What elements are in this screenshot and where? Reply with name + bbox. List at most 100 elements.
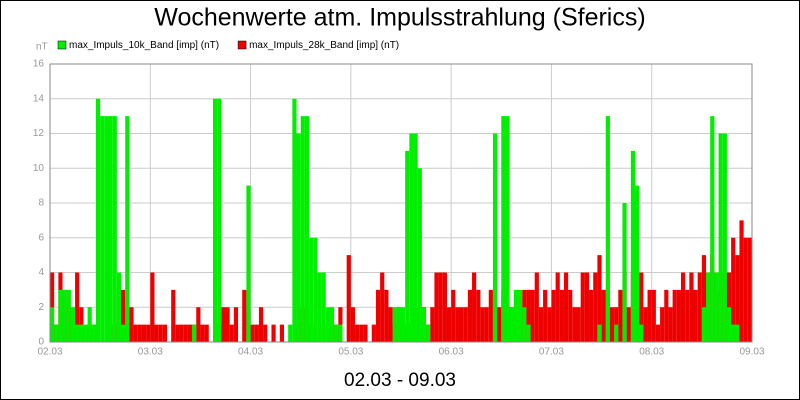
bar — [192, 324, 197, 342]
bar — [743, 237, 748, 342]
bar — [346, 255, 351, 342]
bar — [375, 289, 381, 342]
bar — [718, 133, 723, 342]
bar — [121, 289, 126, 342]
x-tick-label: 09.03 — [739, 347, 764, 358]
bar — [522, 307, 527, 342]
bar — [735, 255, 740, 342]
bar — [121, 324, 126, 342]
bar — [492, 133, 498, 342]
bar — [300, 116, 305, 342]
bar — [484, 307, 489, 342]
bar — [196, 307, 201, 342]
y-tick-label: 6 — [38, 232, 44, 243]
bar — [405, 150, 410, 342]
bar — [62, 289, 67, 342]
bar — [676, 289, 681, 342]
legend: max_Impuls_10k_Band [imp] (nT) max_Impuls… — [57, 40, 399, 51]
bar — [563, 272, 569, 342]
bar — [480, 307, 485, 342]
bar — [618, 289, 623, 342]
bar — [614, 324, 619, 342]
bar — [626, 307, 631, 342]
x-tick-label: 07.03 — [539, 347, 564, 358]
plot-border — [49, 63, 753, 343]
bar — [559, 289, 564, 342]
x-tick-label: 04.03 — [238, 347, 263, 358]
bar — [680, 272, 686, 342]
bar — [141, 324, 147, 342]
bar — [701, 307, 707, 342]
bar — [129, 307, 134, 342]
x-tick-label: 03.03 — [138, 347, 163, 358]
bar — [639, 272, 644, 342]
bar — [313, 237, 318, 342]
bar — [513, 289, 518, 342]
bar — [75, 272, 80, 342]
bar — [221, 307, 226, 342]
bar — [664, 289, 669, 342]
bar — [225, 307, 230, 342]
bar — [576, 307, 581, 342]
bar — [467, 289, 473, 342]
bar — [543, 289, 548, 342]
bar — [731, 324, 736, 342]
bar — [538, 307, 544, 342]
bar — [430, 307, 435, 342]
bar — [70, 307, 76, 342]
bar — [635, 185, 640, 342]
y-tick-label: 16 — [33, 59, 45, 70]
bar — [355, 324, 360, 342]
bar — [697, 272, 702, 342]
bar — [380, 272, 385, 342]
bar — [472, 272, 477, 342]
bar — [601, 289, 606, 342]
bar — [547, 307, 552, 342]
bar — [229, 324, 234, 342]
bar — [133, 324, 138, 342]
bar — [329, 307, 335, 342]
bar — [212, 98, 218, 342]
legend-swatch — [237, 40, 247, 50]
bar — [438, 272, 443, 342]
bar — [112, 116, 117, 342]
bar — [179, 324, 184, 342]
bar — [200, 324, 205, 342]
bar — [409, 133, 414, 342]
bar — [58, 289, 63, 342]
bar — [401, 307, 406, 342]
bars — [50, 98, 752, 342]
legend-label: max_Impuls_28k_Band [imp] (nT) — [249, 40, 399, 51]
bar — [526, 289, 531, 342]
bar — [288, 324, 293, 342]
bar — [643, 307, 648, 342]
bar — [593, 272, 598, 342]
bar — [279, 324, 284, 342]
bar — [518, 289, 523, 342]
bar — [701, 255, 707, 342]
bar — [584, 272, 590, 342]
bar — [597, 324, 602, 342]
bar — [309, 237, 314, 342]
bar — [488, 289, 493, 342]
bar — [739, 220, 744, 342]
bar — [726, 307, 732, 342]
bar — [568, 289, 573, 342]
y-tick-label: 8 — [38, 198, 44, 209]
bar — [183, 324, 188, 342]
bar — [83, 324, 88, 342]
bar — [87, 307, 92, 342]
bar — [304, 116, 310, 342]
y-tick-label: 4 — [38, 267, 44, 278]
bar — [747, 237, 752, 342]
bar — [146, 324, 151, 342]
x-tick-label: 06.03 — [439, 347, 464, 358]
bar — [175, 324, 180, 342]
bar — [104, 116, 109, 342]
bar — [108, 116, 113, 342]
bar — [334, 324, 339, 342]
y-tick-label: 14 — [33, 93, 45, 104]
bar — [534, 272, 539, 342]
bar — [597, 255, 602, 342]
bar — [710, 116, 715, 342]
